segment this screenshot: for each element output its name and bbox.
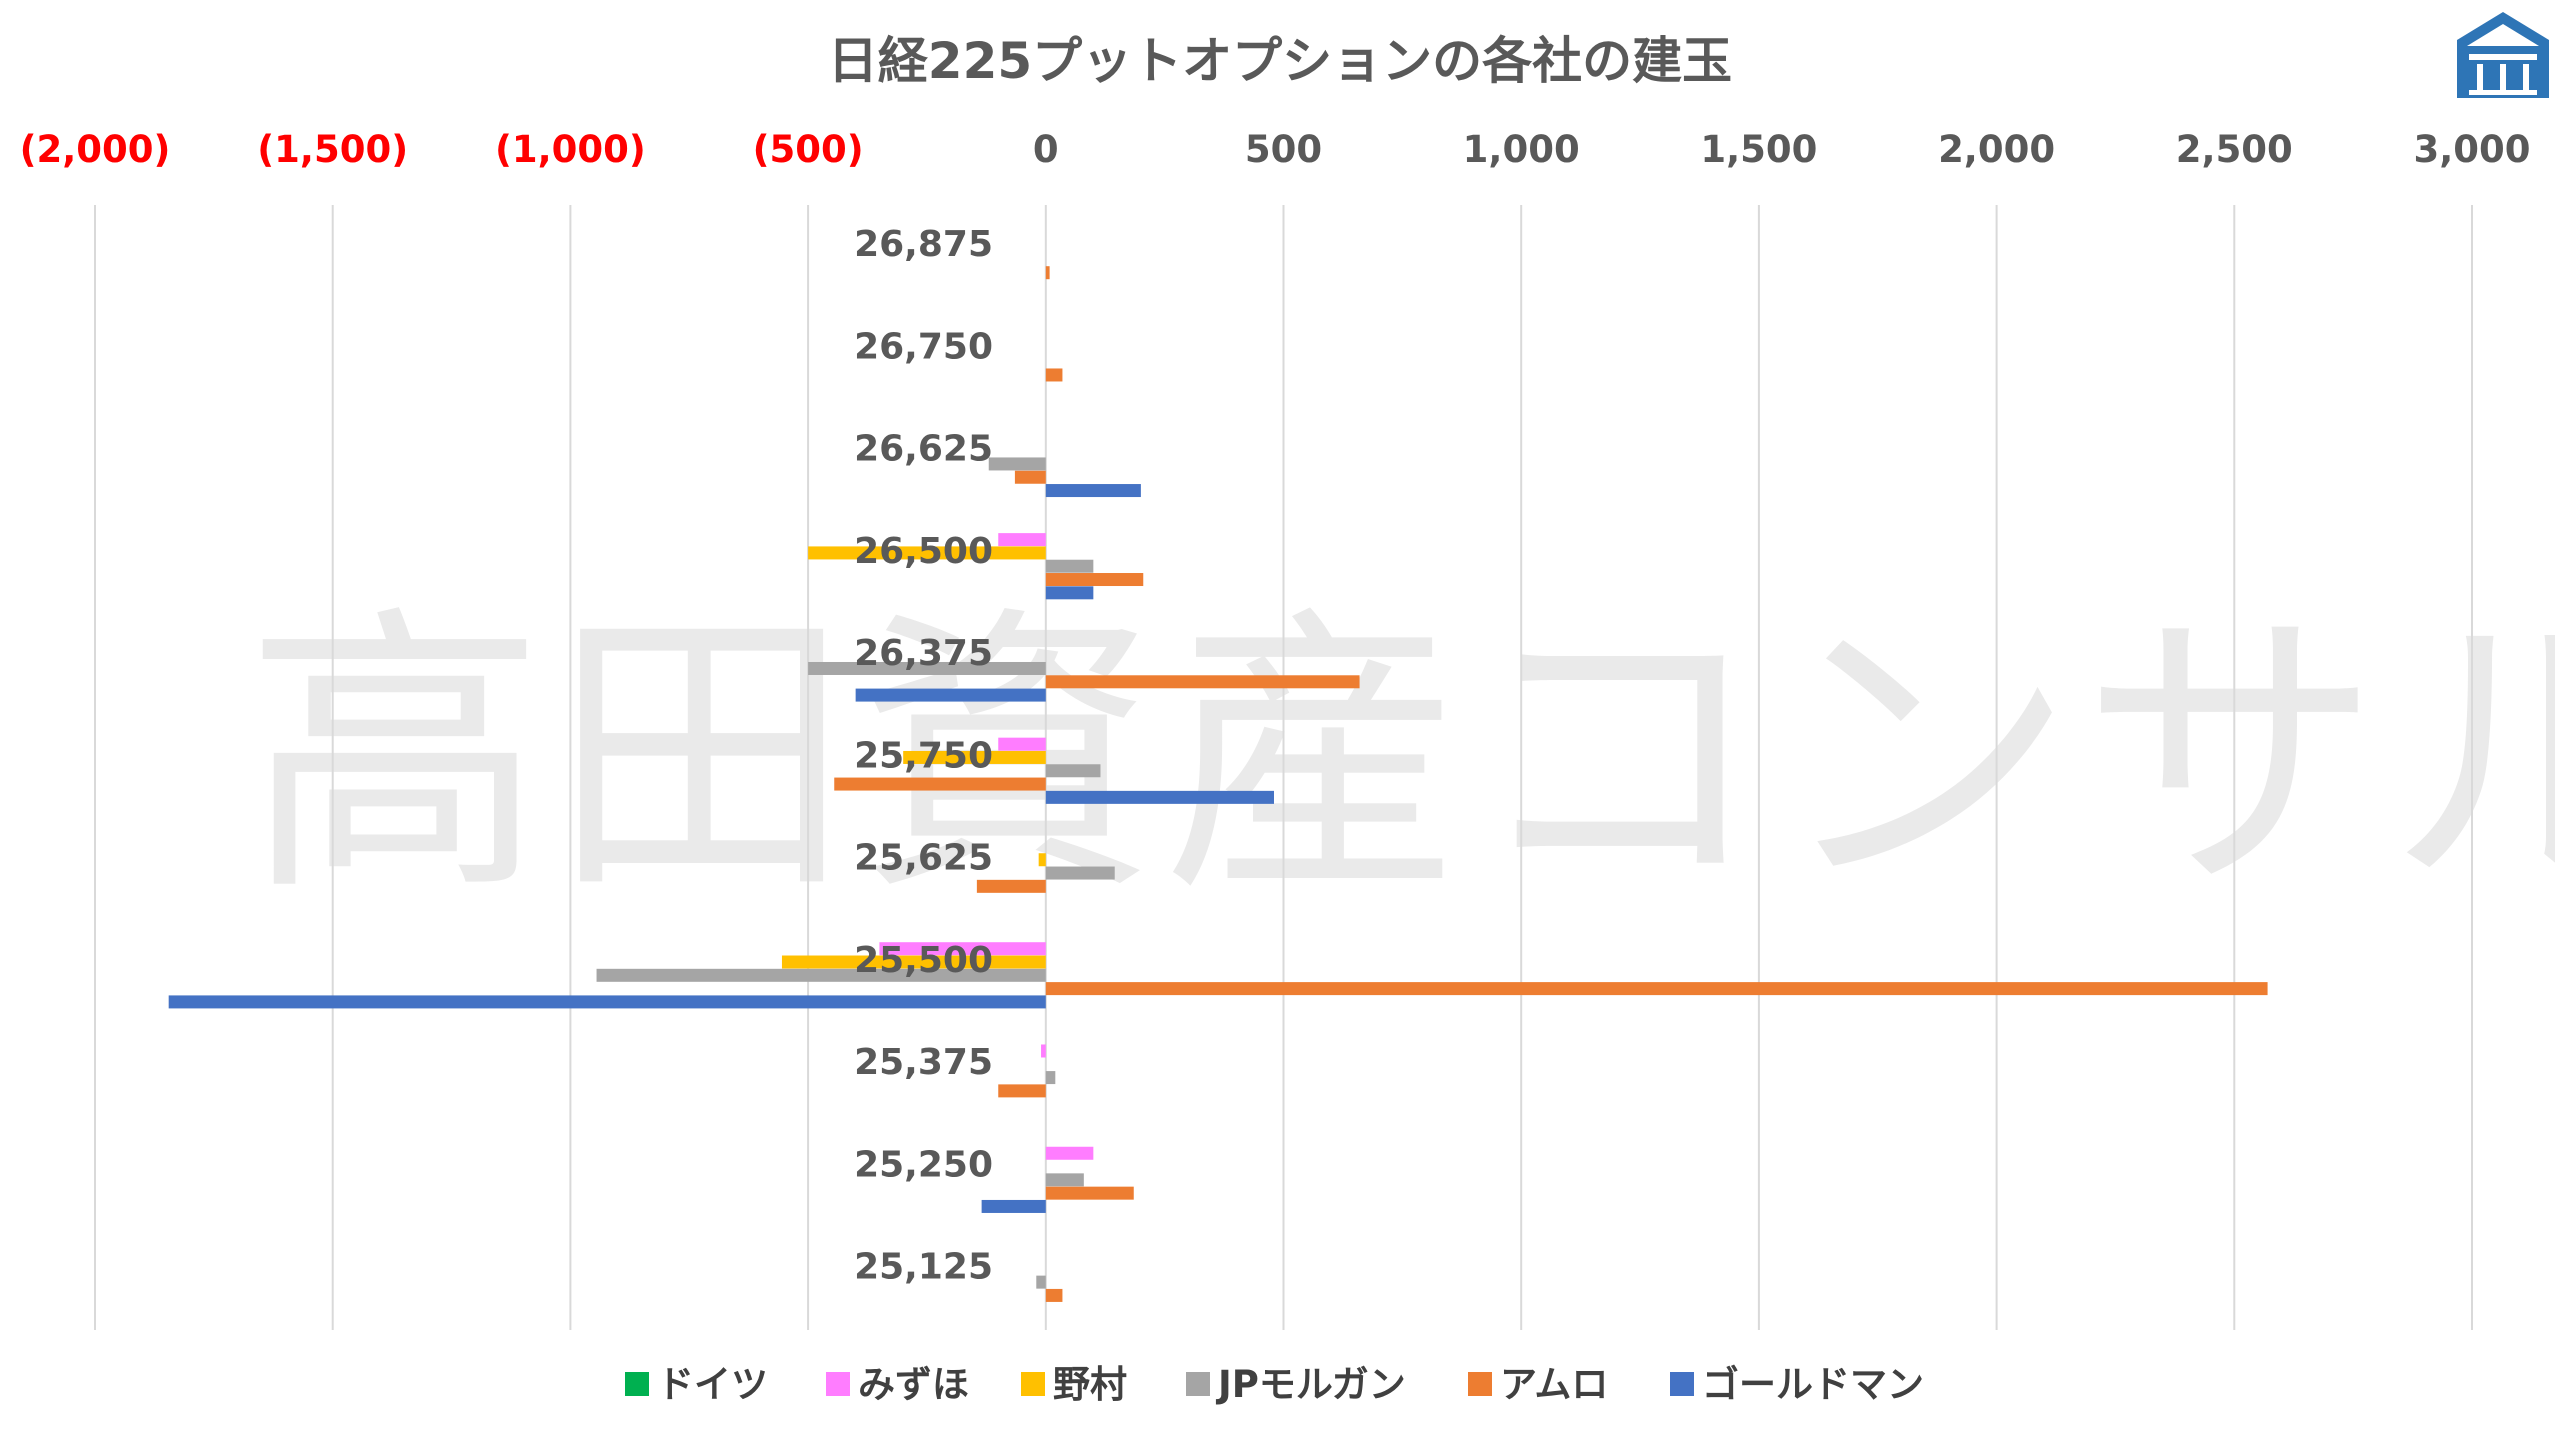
x-tick-label: 500: [1245, 128, 1322, 171]
legend-swatch: [1021, 1372, 1045, 1396]
legend-swatch: [1670, 1372, 1694, 1396]
bar-JPモルガン: [1036, 1275, 1046, 1289]
bar-みずほ: [998, 533, 1046, 547]
category-label: 25,250: [854, 1144, 993, 1185]
category-label: 26,375: [854, 633, 993, 674]
bar-野村: [903, 750, 1046, 764]
x-tick-label: 2,500: [2176, 128, 2293, 171]
bar-アムロ: [1045, 368, 1063, 382]
bar-JPモルガン: [808, 661, 1046, 675]
bar-アムロ: [1045, 266, 1050, 280]
bar-アムロ: [1045, 982, 2268, 996]
bar-アムロ: [1045, 573, 1144, 587]
bar-JPモルガン: [1045, 559, 1094, 573]
bar-みずほ: [998, 737, 1046, 751]
bar-ゴールドマン: [1045, 586, 1094, 600]
x-tick-label: 0: [1033, 128, 1059, 171]
bar-JPモルガン: [1045, 1173, 1084, 1187]
bar-JPモルガン: [988, 457, 1046, 471]
bar-ゴールドマン: [855, 688, 1046, 702]
x-tick-label: (500): [753, 128, 864, 171]
x-tick-label: (2,000): [20, 128, 171, 171]
logo: [2457, 12, 2549, 98]
bar-JPモルガン: [1045, 764, 1101, 778]
legend-label: みずほ: [858, 1363, 969, 1406]
legend-swatch: [625, 1372, 649, 1396]
bar-アムロ: [834, 777, 1046, 791]
bar-JPモルガン: [596, 968, 1046, 982]
bar-アムロ: [1045, 1186, 1134, 1200]
legend-label: 野村: [1053, 1363, 1127, 1406]
bar-アムロ: [1045, 675, 1360, 689]
bar-アムロ: [1014, 470, 1046, 484]
bar-野村: [808, 546, 1046, 560]
category-label: 26,875: [854, 224, 993, 265]
legend-label: ゴールドマン: [1702, 1363, 1924, 1406]
category-label: 25,625: [854, 838, 993, 879]
x-tick-label: (1,000): [495, 128, 646, 171]
legend-label: アムロ: [1500, 1363, 1608, 1406]
x-tick-label: 1,500: [1700, 128, 1817, 171]
bar-野村: [1038, 853, 1046, 867]
bar-ゴールドマン: [981, 1199, 1046, 1213]
x-tick-label: (1,500): [257, 128, 408, 171]
bar-ゴールドマン: [168, 995, 1046, 1009]
bar-ゴールドマン: [1045, 484, 1141, 498]
bar-ゴールドマン: [1045, 790, 1274, 804]
bar-みずほ: [879, 942, 1046, 956]
category-label: 25,500: [854, 940, 993, 981]
legend-swatch: [1186, 1372, 1210, 1396]
x-tick-label: 2,000: [1938, 128, 2055, 171]
category-label: 25,750: [854, 735, 993, 776]
legend: ドイツ みずほ 野村 JPモルガン アムロ ゴールドマン: [625, 1363, 1924, 1406]
category-label: 25,375: [854, 1042, 993, 1083]
bar-野村: [781, 955, 1046, 969]
legend-swatch: [826, 1372, 850, 1396]
legend-swatch: [1468, 1372, 1492, 1396]
x-tick-label: 1,000: [1463, 128, 1580, 171]
watermark: 高田資産コンサル: [245, 582, 2555, 931]
bar-アムロ: [1045, 1288, 1063, 1302]
bar-JPモルガン: [1045, 1071, 1056, 1085]
category-label: 26,625: [854, 429, 993, 470]
x-tick-label: 3,000: [2413, 128, 2530, 171]
bar-JPモルガン: [1045, 866, 1115, 880]
category-label: 25,125: [854, 1247, 993, 1288]
bar-アムロ: [998, 1084, 1046, 1098]
bar-みずほ: [1045, 1146, 1094, 1160]
legend-label: JPモルガン: [1215, 1363, 1406, 1406]
bar-みずほ: [1041, 1044, 1046, 1058]
category-label: 26,500: [854, 531, 993, 572]
legend-label: ドイツ: [657, 1363, 768, 1406]
category-label: 26,750: [854, 326, 993, 367]
bar-アムロ: [976, 879, 1046, 893]
chart-title: 日経225プットオプションの各社の建玉: [828, 32, 1732, 90]
